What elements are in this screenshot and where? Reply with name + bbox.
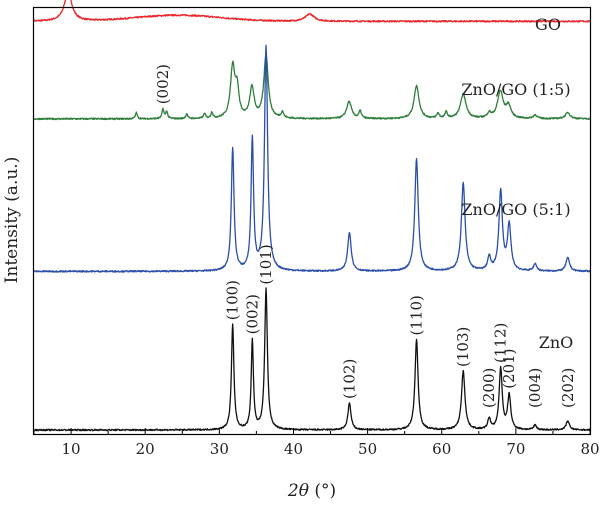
peak-label: (002) [154,64,172,104]
peak-label: (112) [492,323,510,363]
x-axis: 10 20 30 40 50 60 70 80 [33,428,600,458]
peak-label: (002) [243,294,261,334]
annotation-layer: GO(001)ZnO/GO (1:5)(002)ZnO/GO (5:1)ZnO(… [154,15,577,408]
series-label-zno-go-5-1: ZnO/GO (5:1) [461,200,570,219]
series-label-zno: ZnO [539,333,574,352]
peak-label: (102) [340,359,358,399]
x-tick-label: 70 [506,440,525,458]
x-tick-label: 50 [358,440,377,458]
series-label-zno-go-1-5: ZnO/GO (1:5) [461,80,570,99]
x-tick-label: 60 [432,440,451,458]
x-tick-label: 80 [580,440,599,458]
series-label-go: GO [535,15,561,34]
peak-label: (103) [454,327,472,367]
peak-label: (101) [257,244,275,284]
peak-label: (200) [480,368,498,408]
x-axis-title: 2θ (°) [287,481,336,501]
x-tick-label: 20 [136,440,155,458]
x-tick-label: 10 [62,440,81,458]
x-tick-label: 40 [284,440,303,458]
series-line-zno-go-5-1 [33,44,591,273]
peak-label: (004) [526,368,544,408]
y-axis-title: Intensity (a.u.) [2,157,22,284]
x-axis-variable: 2θ [287,481,309,501]
series-line-go [33,0,591,23]
peak-label: (201) [500,348,518,388]
plot-area [33,0,591,432]
series-line-zno [33,287,591,432]
x-tick-label: 30 [210,440,229,458]
x-axis-unit: (°) [309,481,336,501]
peak-label: (110) [408,295,426,335]
peak-label: (100) [224,280,242,320]
peak-label: (202) [559,368,577,408]
series-line-zno-go-1-5 [33,53,591,121]
plot-frame [32,6,592,436]
